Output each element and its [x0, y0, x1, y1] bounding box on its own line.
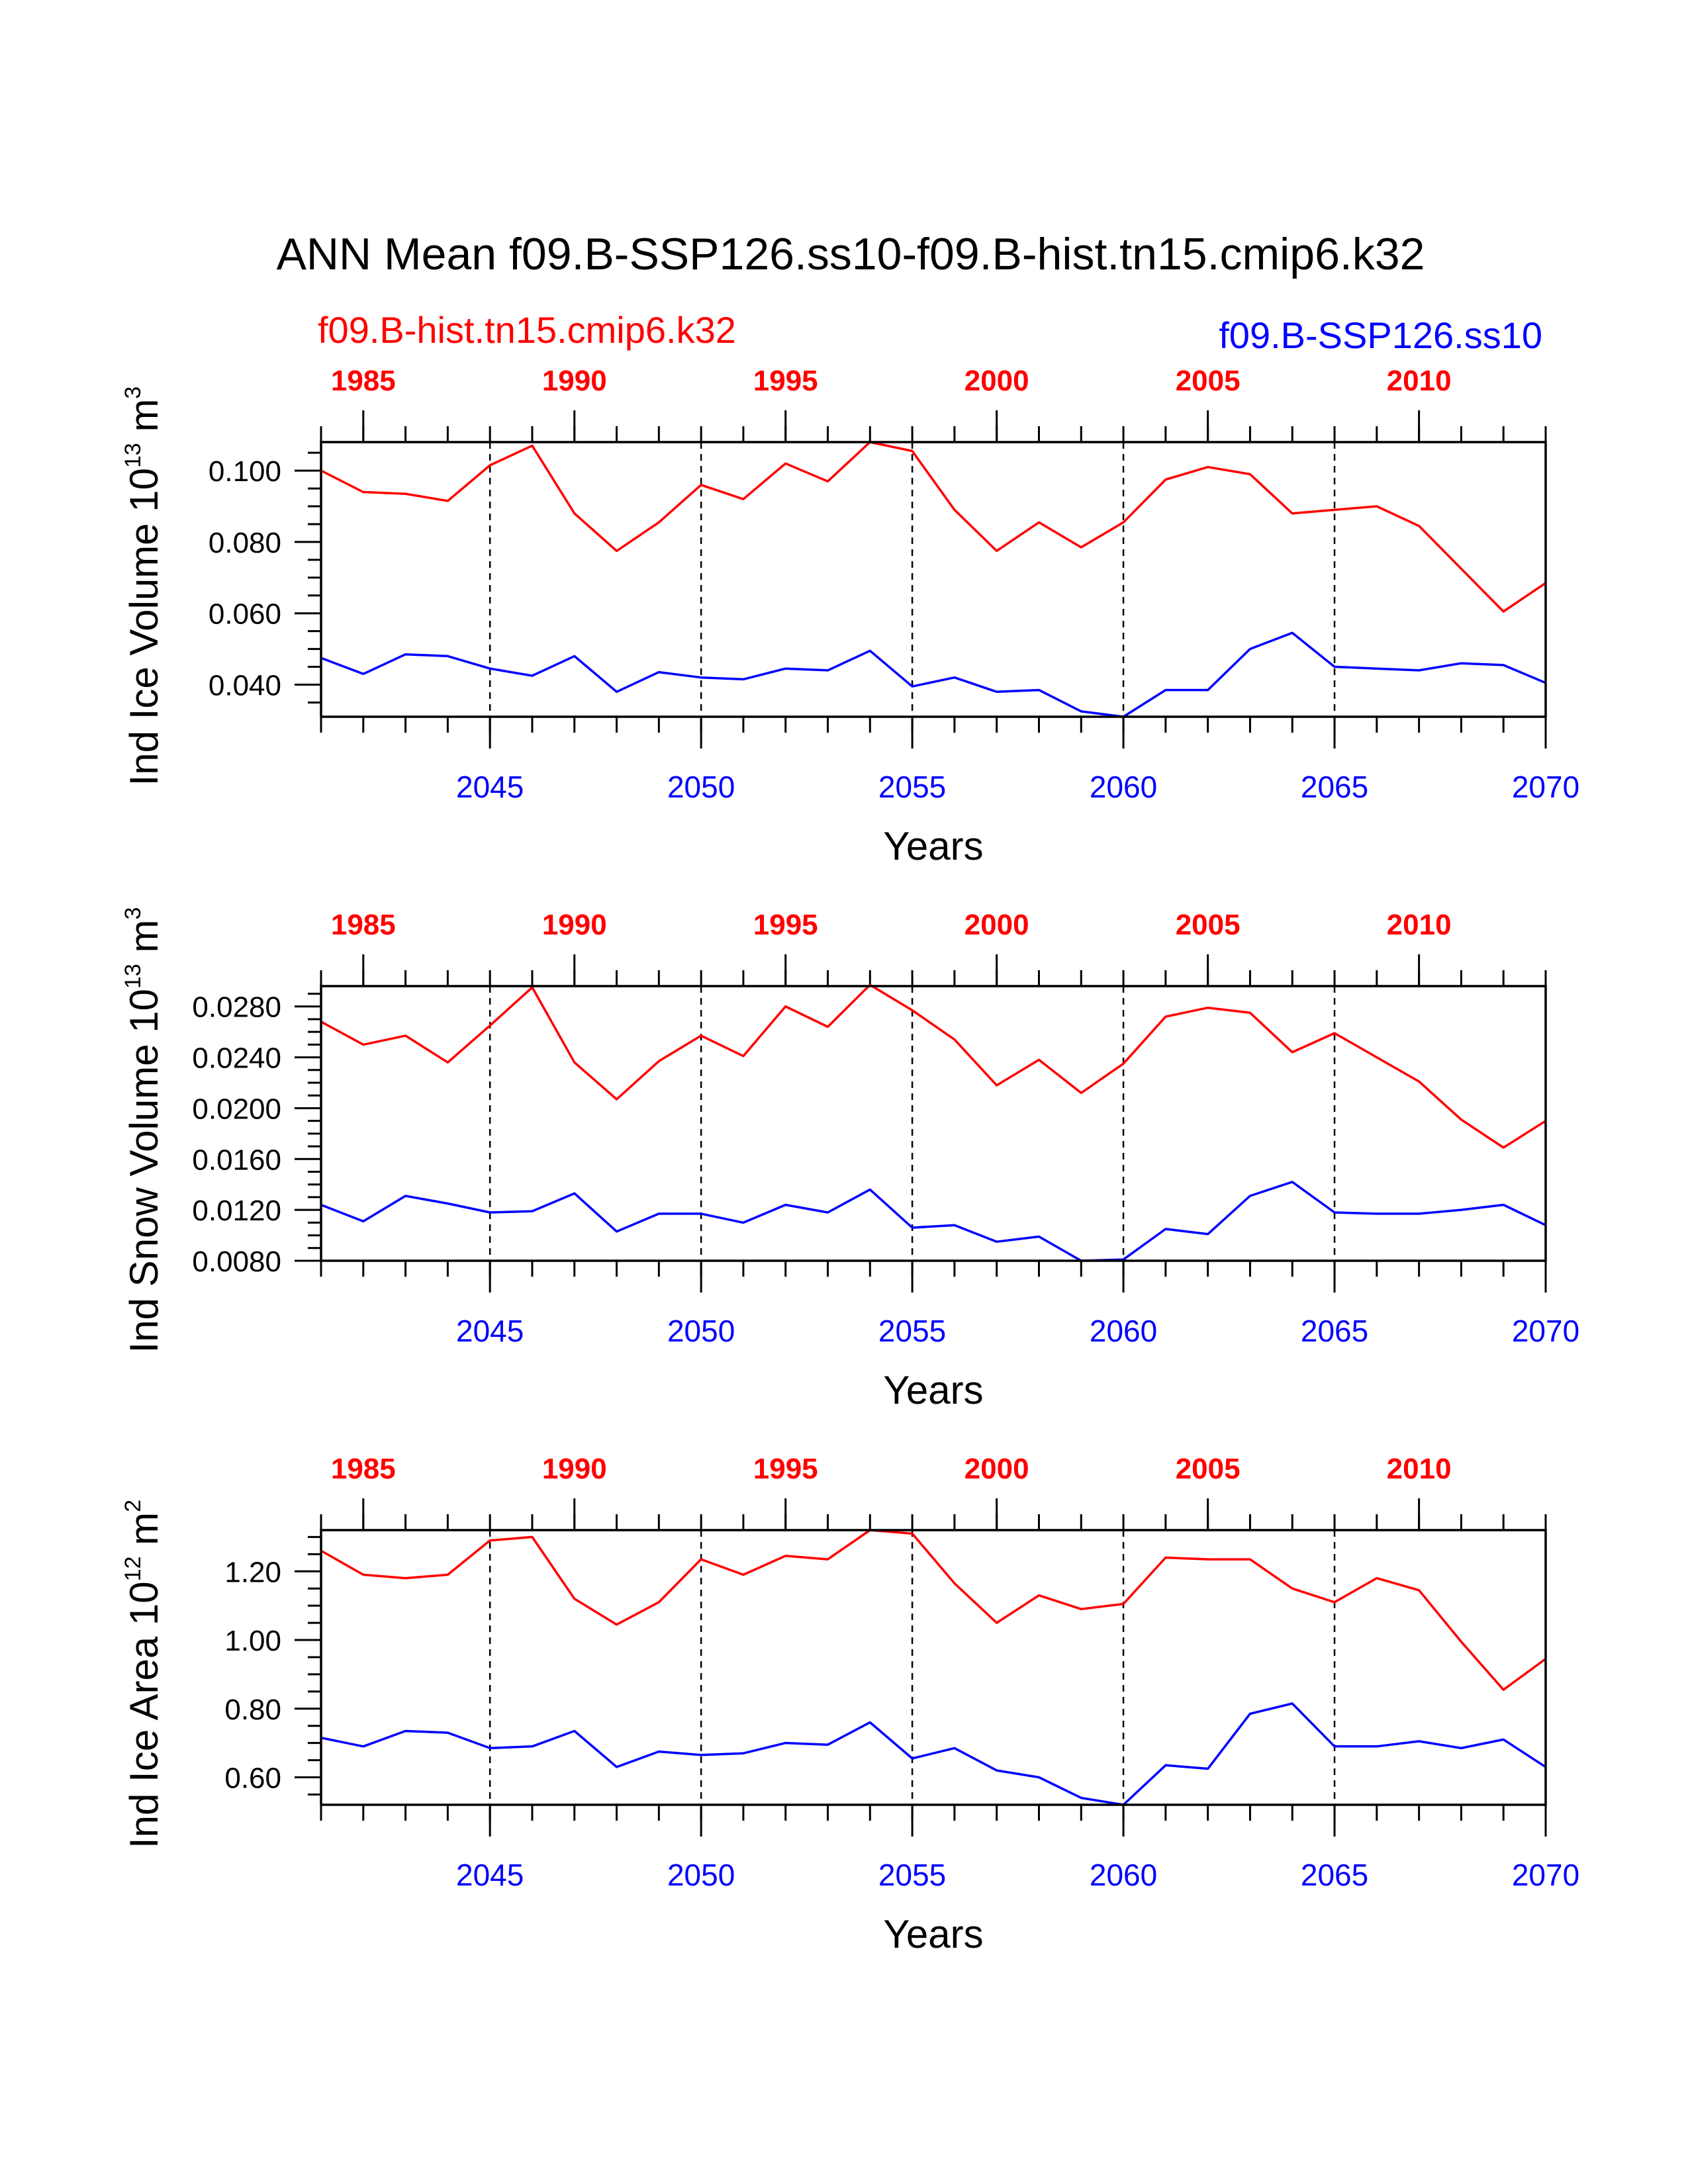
x-tick-label-top: 2005: [1176, 1453, 1241, 1485]
x-tick-label-top: 1985: [331, 1453, 396, 1485]
x-tick-label-bottom: 2065: [1301, 770, 1368, 804]
x-tick-label-top: 1990: [542, 365, 607, 397]
x-tick-label-bottom: 2050: [667, 1858, 735, 1892]
y-axis-label-unit_exp: 2: [120, 1500, 146, 1512]
x-axis-title: Years: [883, 824, 983, 868]
case-left-label: f09.B-hist.tn15.cmip6.k32: [318, 309, 736, 351]
x-tick-label-top: 1995: [753, 365, 818, 397]
x-tick-label-bottom: 2055: [878, 1314, 946, 1348]
plot-frame: [320, 985, 1547, 1262]
panel-1: 2045 2050 2055 2060 2065 2070 1985 1990 1995 2000…: [120, 365, 1579, 868]
y-axis-label: Ind Ice Volume 1013 m3: [120, 387, 166, 786]
x-tick-label-bottom: 2060: [1090, 1314, 1157, 1348]
x-tick-label-bottom: 2060: [1090, 770, 1157, 804]
y-axis-label-unit_exp: 3: [120, 387, 146, 399]
y-tick-label: 0.0240: [192, 1042, 281, 1075]
plot-frame: [320, 441, 1547, 718]
x-tick-label-top: 1995: [753, 909, 818, 941]
x-tick-label-top: 2010: [1387, 365, 1452, 397]
x-tick-label-top: 2005: [1176, 365, 1241, 397]
y-tick-label: 0.0280: [192, 991, 281, 1024]
x-tick-label-bottom: 2045: [456, 770, 524, 804]
y-axis-label-prefix: Ind Ice Area 10: [122, 1581, 166, 1848]
series-line-ssp: [320, 1702, 1546, 1806]
y-axis-label-prefix: Ind Snow Volume 10: [122, 989, 166, 1353]
x-axis-title: Years: [883, 1368, 983, 1412]
y-tick-label: 0.0160: [192, 1144, 281, 1176]
chart-title: ANN Mean f09.B-SSP126.ss10-f09.B-hist.tn…: [277, 229, 1425, 279]
x-tick-label-top: 1985: [331, 365, 396, 397]
x-tick-label-bottom: 2060: [1090, 1858, 1157, 1892]
x-tick-label-bottom: 2070: [1512, 1858, 1579, 1892]
y-tick-label: 0.0120: [192, 1195, 281, 1227]
x-tick-label-bottom: 2055: [878, 770, 946, 804]
y-tick-label: 0.080: [209, 527, 281, 559]
series-line-ssp: [320, 1181, 1546, 1262]
y-tick-label: 0.060: [209, 598, 281, 631]
x-tick-label-bottom: 2050: [667, 1314, 735, 1348]
panel-2: 2045 2050 2055 2060 2065 2070 1985 1990 1995 2000…: [120, 907, 1579, 1412]
y-tick-label: 0.0080: [192, 1246, 281, 1278]
y-axis-label-exp: 12: [120, 1557, 146, 1582]
panels: 2045 2050 2055 2060 2065 2070 1985 1990 1995 2000…: [120, 365, 1579, 1956]
y-axis-label: Ind Ice Area 1012 m2: [120, 1500, 166, 1848]
x-tick-label-top: 1985: [331, 909, 396, 941]
y-tick-label: 0.60: [224, 1762, 281, 1795]
y-tick-label: 0.80: [224, 1694, 281, 1726]
x-tick-label-bottom: 2045: [456, 1314, 524, 1348]
x-tick-label-bottom: 2070: [1512, 1314, 1579, 1348]
y-tick-label: 0.0200: [192, 1093, 281, 1125]
x-axis-title: Years: [883, 1912, 983, 1956]
x-tick-label-bottom: 2050: [667, 770, 735, 804]
case-right-label: f09.B-SSP126.ss10: [1219, 314, 1542, 356]
x-tick-label-top: 1990: [542, 1453, 607, 1485]
y-axis-label-exp: 13: [120, 443, 146, 468]
x-tick-label-top: 1995: [753, 1453, 818, 1485]
x-tick-label-top: 2000: [964, 1453, 1029, 1485]
x-tick-label-top: 2010: [1387, 1453, 1452, 1485]
y-axis-label-unit_exp: 3: [120, 907, 146, 920]
y-axis-label-exp: 13: [120, 964, 146, 989]
y-axis-label-unit: m: [122, 920, 166, 964]
panel-3: 2045 2050 2055 2060 2065 2070 1985 1990 1995 2000…: [120, 1453, 1579, 1956]
series-line-hist: [320, 441, 1546, 613]
y-tick-label: 0.040: [209, 669, 281, 702]
x-tick-label-bottom: 2065: [1301, 1314, 1368, 1348]
y-axis-label-unit: m: [122, 399, 166, 443]
x-tick-label-top: 1990: [542, 909, 607, 941]
x-tick-label-top: 2000: [964, 909, 1029, 941]
x-tick-label-top: 2000: [964, 365, 1029, 397]
y-axis-label-unit: m: [122, 1512, 166, 1557]
x-tick-label-bottom: 2070: [1512, 770, 1579, 804]
y-tick-label: 1.00: [224, 1625, 281, 1657]
x-tick-label-top: 2005: [1176, 909, 1241, 941]
y-axis-label-prefix: Ind Ice Volume 10: [122, 468, 166, 786]
plot-frame: [320, 1529, 1547, 1806]
y-axis-label: Ind Snow Volume 1013 m3: [120, 907, 166, 1353]
y-tick-label: 1.20: [224, 1556, 281, 1588]
series-line-hist: [320, 983, 1546, 1149]
y-tick-label: 0.100: [209, 455, 281, 488]
x-tick-label-bottom: 2045: [456, 1858, 524, 1892]
series-line-ssp: [320, 631, 1546, 718]
x-tick-label-bottom: 2065: [1301, 1858, 1368, 1892]
x-tick-label-bottom: 2055: [878, 1858, 946, 1892]
series-line-hist: [320, 1529, 1547, 1691]
x-tick-label-top: 2010: [1387, 909, 1452, 941]
